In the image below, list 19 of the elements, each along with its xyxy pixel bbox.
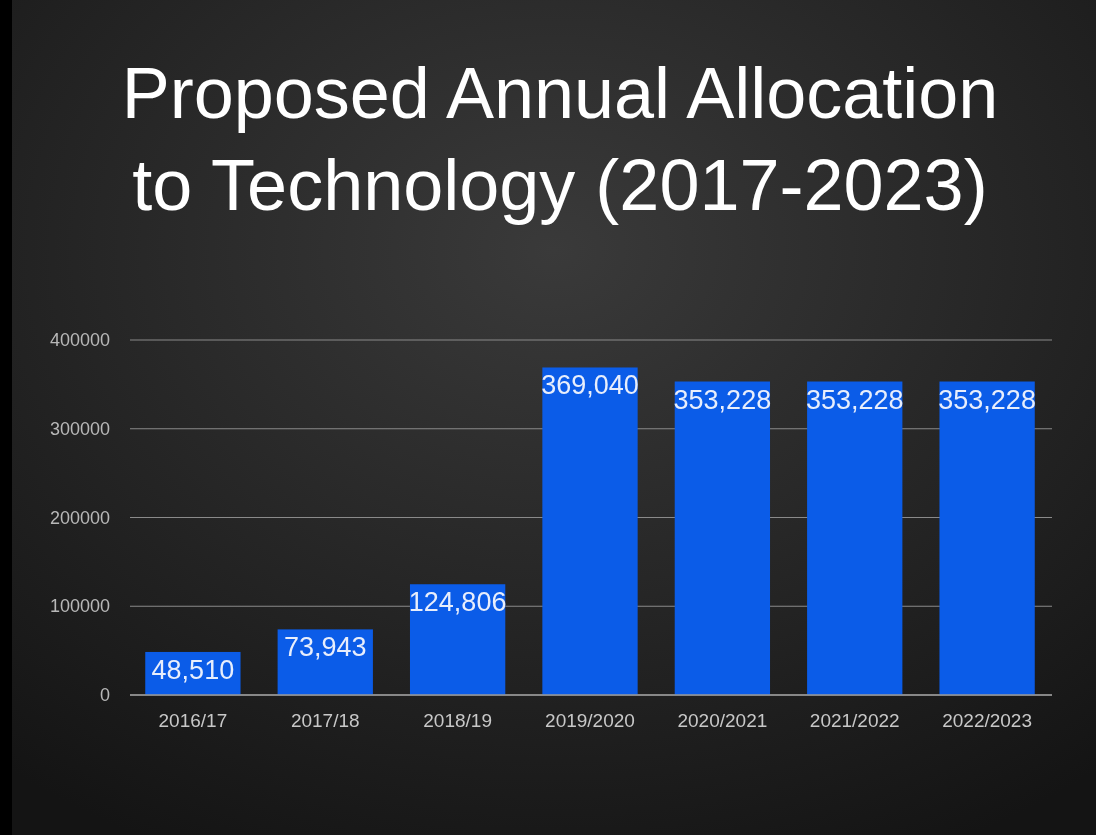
- data-label: 48,510: [151, 654, 235, 685]
- data-label: 353,228: [805, 384, 904, 415]
- x-tick-label: 2020/2021: [677, 710, 768, 731]
- y-tick-label: 200000: [49, 507, 110, 528]
- y-tick-label: 400000: [49, 330, 110, 350]
- chart-title: Proposed Annual Allocation to Technology (2017-2023): [121, 53, 999, 225]
- x-tick-label: 2021/2022: [809, 710, 900, 731]
- x-tick-label: 2019/2020: [545, 710, 635, 731]
- x-tick-label: 2022/2023: [942, 710, 1033, 731]
- x-tick-label: 2018/19: [423, 710, 492, 731]
- data-label: 353,228: [938, 384, 1036, 415]
- y-tick-label: 0: [99, 685, 110, 705]
- data-label: 73,943: [283, 632, 367, 663]
- y-tick-label: 100000: [49, 596, 110, 617]
- x-tick-label: 2016/17: [158, 710, 228, 731]
- data-label: 369,040: [541, 370, 639, 401]
- data-label: 124,806: [408, 587, 507, 618]
- x-tick-label: 2017/18: [290, 710, 360, 731]
- y-tick-label: 300000: [49, 418, 110, 439]
